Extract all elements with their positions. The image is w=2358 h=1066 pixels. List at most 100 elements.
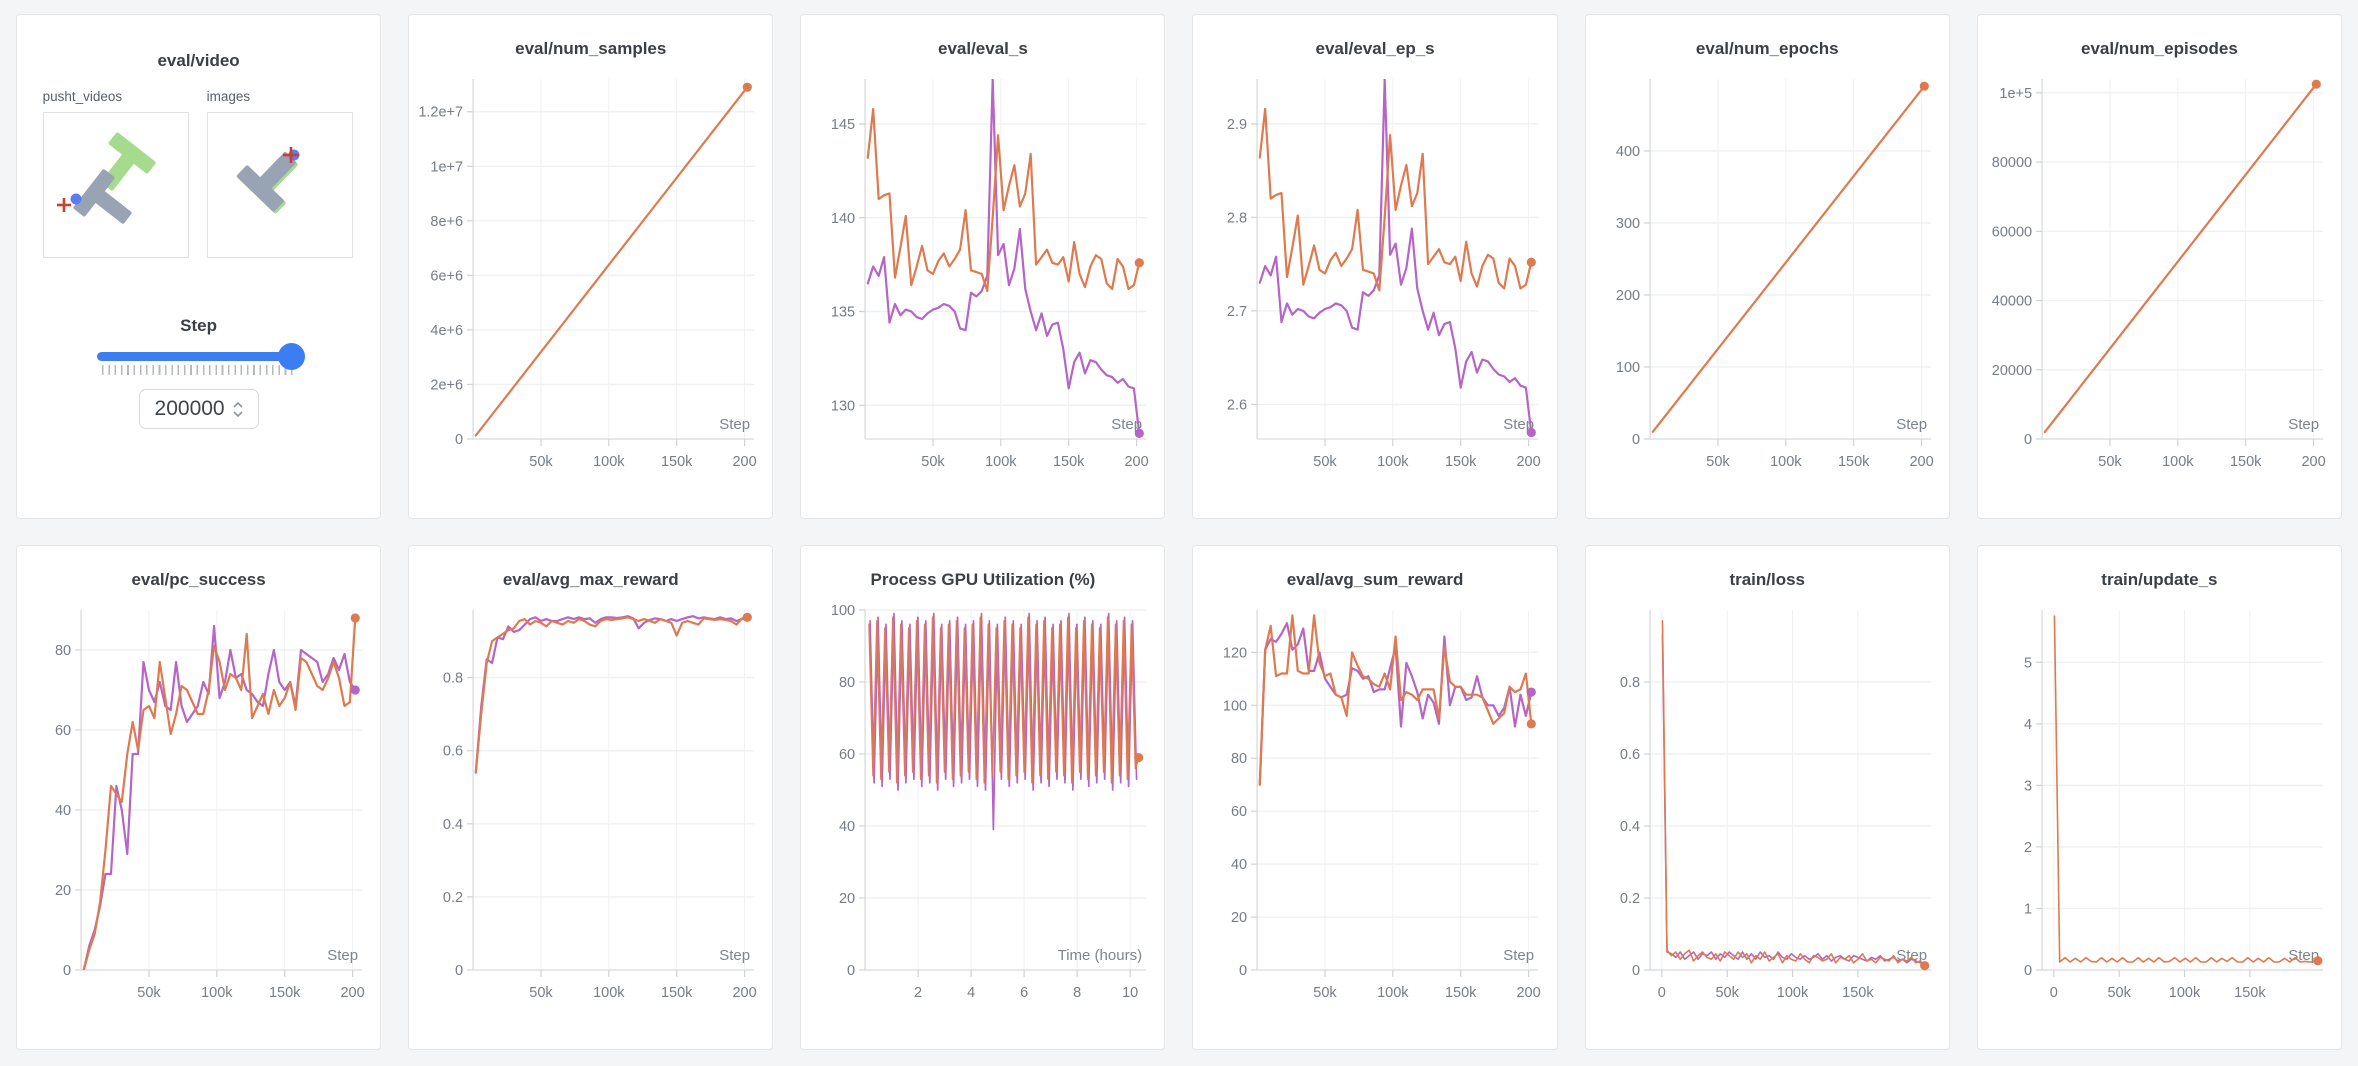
svg-text:200: 200 xyxy=(733,454,757,470)
svg-text:1e+7: 1e+7 xyxy=(431,159,464,175)
chart-panel-num_epochs[interactable]: eval/num_epochs 50k 100k 150k 200 0 100 200 300… xyxy=(1584,14,1950,519)
svg-text:2.6: 2.6 xyxy=(1227,397,1247,413)
chart-title: eval/avg_sum_reward xyxy=(1286,570,1464,589)
svg-text:Step: Step xyxy=(2288,416,2319,433)
svg-text:150k: 150k xyxy=(1838,454,1870,470)
svg-text:2.7: 2.7 xyxy=(1227,304,1247,320)
chart-panel-avg_sum_reward[interactable]: eval/avg_sum_reward 50k 100k 150k 200 0 20 40 6… xyxy=(1192,545,1558,1050)
svg-text:100k: 100k xyxy=(201,985,233,1001)
svg-text:50k: 50k xyxy=(2098,454,2122,470)
svg-text:0: 0 xyxy=(1632,432,1640,448)
chart-title: eval/pc_success xyxy=(131,570,266,589)
stepper-down-icon[interactable] xyxy=(233,410,243,418)
svg-text:1e+5: 1e+5 xyxy=(1999,86,2032,102)
svg-text:80: 80 xyxy=(55,643,71,659)
svg-text:100k: 100k xyxy=(593,985,625,1001)
chart-plot-avg_max_reward: 50k 100k 150k 200 0 0.2 0.4 0.6 0.8 Step xyxy=(443,610,757,1001)
svg-text:3: 3 xyxy=(2024,778,2032,794)
stepper-up-icon[interactable] xyxy=(233,401,243,409)
chart-title: eval/eval_ep_s xyxy=(1315,39,1435,58)
media-panel-eval-video[interactable]: eval/video pusht_videos xyxy=(16,14,382,519)
chart-panel-avg_max_reward[interactable]: eval/avg_max_reward 50k 100k 150k 200 0 0.2 0.… xyxy=(408,545,774,1050)
svg-text:100k: 100k xyxy=(1378,454,1410,470)
svg-text:0.2: 0.2 xyxy=(1620,891,1640,907)
svg-text:145: 145 xyxy=(831,117,855,133)
media-row: pusht_videos xyxy=(37,89,360,258)
svg-text:60: 60 xyxy=(1231,804,1247,820)
svg-text:4e+6: 4e+6 xyxy=(431,323,464,339)
svg-text:0.2: 0.2 xyxy=(443,890,463,906)
chart-panel-num_samples[interactable]: eval/num_samples 50k 100k 150k 200 0 2e+6 4e+6… xyxy=(408,14,774,519)
media-label-images: images xyxy=(206,89,251,104)
svg-text:60: 60 xyxy=(839,747,855,763)
svg-text:2.9: 2.9 xyxy=(1227,117,1247,133)
svg-text:8e+6: 8e+6 xyxy=(431,214,464,230)
agent-dot xyxy=(70,193,82,205)
svg-text:60000: 60000 xyxy=(1992,224,2032,240)
svg-text:1: 1 xyxy=(2024,901,2032,917)
chart-plot-eval_ep_s: 50k 100k 150k 200 2.6 2.7 2.8 2.9 Step xyxy=(1227,79,1541,470)
step-input-value: 200000 xyxy=(154,397,225,420)
svg-text:200: 200 xyxy=(1125,454,1149,470)
step-input[interactable]: 200000 xyxy=(138,389,259,429)
svg-text:0.8: 0.8 xyxy=(1620,675,1640,691)
chart-panel-train_loss[interactable]: train/loss 0 50k 100k 150k 0 0.2 0.4 0.6 0.8 Step xyxy=(1584,545,1950,1050)
chart-title: eval/avg_max_reward xyxy=(502,570,679,589)
svg-text:1.2e+7: 1.2e+7 xyxy=(418,105,463,121)
chart-panel-train_update_s[interactable]: train/update_s 0 50k 100k 150k 0 1 2 3 4 5 Step xyxy=(1976,545,2342,1050)
chart-plot-avg_sum_reward: 50k 100k 150k 200 0 20 40 60 80 100 120 Step xyxy=(1223,610,1541,1001)
chart-plot-num_samples: 50k 100k 150k 200 0 2e+6 4e+6 6e+6 8e+6 1e+7 1.2e+… xyxy=(418,79,757,470)
svg-text:60: 60 xyxy=(55,723,71,739)
svg-text:6e+6: 6e+6 xyxy=(431,268,464,284)
svg-text:100k: 100k xyxy=(2169,985,2201,1001)
images-thumbnail[interactable] xyxy=(206,112,353,258)
svg-text:0: 0 xyxy=(63,963,71,979)
chart-panel-num_episodes[interactable]: eval/num_episodes 50k 100k 150k 200 0 20000 40… xyxy=(1976,14,2342,519)
chart-panel-gpu_utilization[interactable]: Process GPU Utilization (%) 2 4 6 8 10 0 20 40 6… xyxy=(800,545,1166,1050)
svg-text:200: 200 xyxy=(733,985,757,1001)
svg-text:200: 200 xyxy=(340,985,364,1001)
svg-text:200: 200 xyxy=(1517,985,1541,1001)
svg-text:150k: 150k xyxy=(269,985,301,1001)
step-slider-track[interactable] xyxy=(96,343,305,370)
svg-text:100: 100 xyxy=(1616,360,1640,376)
svg-text:0: 0 xyxy=(2050,985,2058,1001)
step-stepper[interactable] xyxy=(233,401,243,418)
svg-text:20: 20 xyxy=(1231,910,1247,926)
svg-text:0.4: 0.4 xyxy=(443,817,463,833)
svg-text:0: 0 xyxy=(1239,963,1247,979)
svg-text:120: 120 xyxy=(1223,645,1247,661)
svg-text:50k: 50k xyxy=(529,454,553,470)
svg-text:0: 0 xyxy=(455,963,463,979)
step-slider-handle[interactable] xyxy=(277,343,305,370)
svg-text:150k: 150k xyxy=(1445,454,1477,470)
step-slider[interactable] xyxy=(96,343,305,375)
chart-plot-pc_success: 50k 100k 150k 200 0 20 40 60 80 Step xyxy=(55,610,365,1001)
svg-text:140: 140 xyxy=(831,211,855,227)
svg-text:50k: 50k xyxy=(1706,454,1730,470)
svg-text:Step: Step xyxy=(2288,947,2319,964)
svg-text:0: 0 xyxy=(2024,432,2032,448)
svg-text:150k: 150k xyxy=(661,454,693,470)
chart-title: train/loss xyxy=(1729,570,1806,589)
chart-panel-pc_success[interactable]: eval/pc_success 50k 100k 150k 200 0 20 40 60 80 S… xyxy=(16,545,382,1050)
step-control: Step 200000 xyxy=(37,316,360,429)
pusht-videos-thumbnail[interactable] xyxy=(42,112,189,258)
chart-panel-eval_s[interactable]: eval/eval_s 50k 100k 150k 200 130 135 140 145 St… xyxy=(800,14,1166,519)
svg-text:50k: 50k xyxy=(529,985,553,1001)
svg-text:150k: 150k xyxy=(1842,985,1874,1001)
svg-text:20: 20 xyxy=(55,883,71,899)
chart-plot-num_episodes: 50k 100k 150k 200 0 20000 40000 60000 80000 1e+5 S… xyxy=(1992,79,2326,470)
chart-title: eval/eval_s xyxy=(938,39,1028,58)
svg-text:0: 0 xyxy=(1632,963,1640,979)
svg-text:2: 2 xyxy=(914,985,922,1001)
svg-text:200: 200 xyxy=(1616,288,1640,304)
chart-panel-eval_ep_s[interactable]: eval/eval_ep_s 50k 100k 150k 200 2.6 2.7 2.8 2.… xyxy=(1192,14,1558,519)
step-slider-label: Step xyxy=(180,316,217,335)
svg-text:200: 200 xyxy=(2301,454,2325,470)
svg-text:0.6: 0.6 xyxy=(443,744,463,760)
svg-text:200: 200 xyxy=(1517,454,1541,470)
